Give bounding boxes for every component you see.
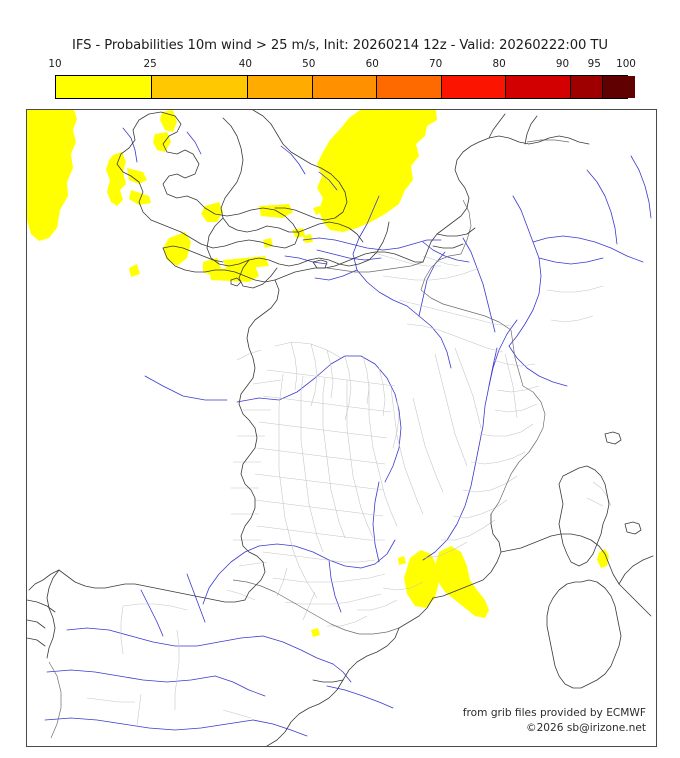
prob-patch-channel-dot2 [303,234,313,243]
colorbar: 10 25 40 50 60 70 80 90 95 100 [48,58,636,99]
colorbar-tick-70: 70 [429,58,443,70]
colorbar-tick-25: 25 [143,58,157,70]
colorbar-tick-100: 100 [616,58,636,70]
credits-copyright: ©2026 sb@irizone.net [525,722,646,734]
colorbar-tick-80: 80 [492,58,506,70]
map-canvas[interactable] [26,109,657,747]
colorbar-ticks: 10 25 40 50 60 70 80 90 95 100 [48,58,636,74]
colorbar-swatch-90-95 [570,76,604,98]
colorbar-tick-10: 10 [48,58,62,70]
page-title: IFS - Probabilities 10m wind > 25 m/s, I… [72,38,608,53]
colorbar-swatches [55,75,635,99]
prob-patch-shannon [127,168,147,184]
prob-patch-bonifacio [597,549,609,568]
prob-patch-channel-dot3 [129,264,140,277]
colorbar-swatch-95-100 [603,76,635,98]
prob-patch-gulf-lion-east [435,546,489,618]
colorbar-swatch-40-50 [248,76,313,98]
coastline-layer [27,110,654,746]
colorbar-swatch-10-25 [56,76,153,98]
colorbar-swatch-70-80 [441,76,507,98]
national-border-layer [48,139,570,739]
prob-patch-gulf-lion-west [404,550,439,608]
map-svg [27,110,654,746]
colorbar-swatch-60-70 [377,76,442,98]
colorbar-tick-90: 90 [555,58,570,70]
prob-patch-north-sea-small [313,206,322,215]
prob-patch-aude-dot [311,628,320,637]
credits: from grib files provided by ECMWF ©2026 … [463,706,646,736]
prob-patch-ne-atlantic [27,110,77,241]
prob-patch-west-ireland [106,152,126,206]
colorbar-swatch-50-60 [312,76,378,98]
colorbar-tick-40: 40 [238,58,252,70]
colorbar-tick-60: 60 [365,58,379,70]
prob-patch-dingle [129,190,151,205]
prob-patch-finistere [163,232,191,266]
prob-patch-channel-bar [223,256,269,270]
colorbar-swatch-25-40 [152,76,249,98]
credits-source: from grib files provided by ECMWF [462,707,646,719]
prob-patch-north-sea [317,110,437,232]
colorbar-swatch-80-90 [506,76,571,98]
prob-patch-irish-sea [153,132,171,152]
probability-shading-layer [27,110,609,637]
prob-patch-antrim [160,110,177,132]
prob-patch-roussillon [398,556,406,565]
colorbar-tick-50: 50 [302,58,316,70]
department-boundary-layer [86,251,612,727]
colorbar-tick-95: 95 [587,58,601,70]
